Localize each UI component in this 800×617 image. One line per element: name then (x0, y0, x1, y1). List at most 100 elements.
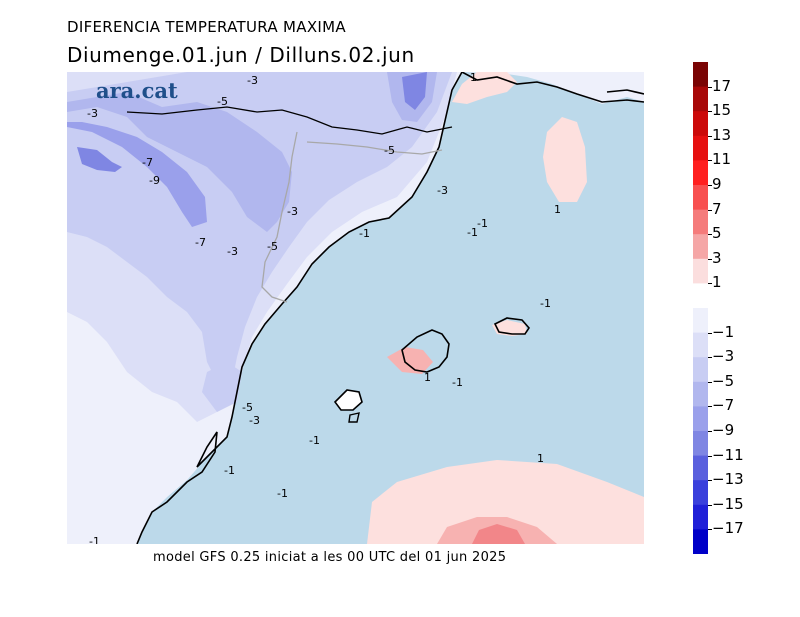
map-label: -1 (467, 226, 478, 239)
warm-area-corsica (543, 117, 587, 202)
temperature-map: -3 -5 -3 -7 -9 -7 -3 -5 -3 -5 -3 -1 -1 -… (67, 72, 644, 544)
colorbar-label: 15 (712, 101, 732, 120)
colorbar-segment (693, 308, 708, 334)
coastline-iberia (136, 72, 463, 544)
cold-band-3 (67, 72, 452, 382)
map-label: -3 (247, 74, 258, 87)
colorbar-segment (693, 455, 708, 481)
colorbar-tick (708, 258, 712, 260)
colorbar-segment (693, 381, 708, 407)
island-ibiza (333, 389, 363, 411)
colorbar-tick (708, 234, 712, 236)
colorbar-segment (693, 529, 708, 554)
colorbar-tick (708, 504, 712, 506)
coastline-france (461, 72, 644, 103)
island-menorca (493, 317, 531, 335)
colorbar-segment (693, 480, 708, 506)
colorbar-segment (693, 234, 708, 260)
colorbar-label: −17 (712, 519, 744, 538)
colorbar-tick (708, 209, 712, 211)
colorbar-segment (693, 357, 708, 383)
colorbar-tick (708, 406, 712, 408)
map-label: -1 (89, 535, 100, 544)
colorbar-label: 3 (712, 248, 722, 267)
warm-area-mallorca (387, 347, 433, 374)
colorbar-tick (708, 332, 712, 334)
island-corsica (606, 89, 644, 95)
map-label: -7 (195, 236, 206, 249)
colorbar-tick (708, 185, 712, 186)
colorbar-label: 9 (712, 175, 722, 193)
map-label: -3 (87, 107, 98, 120)
warm-area-south (367, 460, 644, 544)
chart-title: DIFERENCIA TEMPERATURA MAXIMA (67, 18, 346, 36)
map-label: -5 (384, 144, 395, 157)
map-label: -5 (267, 240, 278, 253)
colorbar (693, 62, 708, 554)
colorbar-tick (708, 455, 712, 457)
colorbar-segment (693, 504, 708, 530)
colorbar-label: −15 (712, 494, 744, 513)
colorbar-segment (693, 160, 708, 186)
colorbar-tick (708, 283, 712, 285)
colorbar-segment (693, 62, 708, 88)
map-label: -5 (242, 401, 253, 414)
map-label: 1 (537, 452, 544, 465)
cold-band-5 (67, 92, 292, 232)
map-label: 1 (554, 203, 561, 216)
island-mallorca (401, 329, 450, 373)
ara-cat-logo: ara.cat (96, 78, 178, 103)
map-label: -1 (477, 217, 488, 230)
colorbar-label: −7 (712, 396, 735, 415)
map-label: -1 (309, 434, 320, 447)
colorbar-label: −11 (712, 445, 744, 464)
colorbar-label: 13 (712, 125, 732, 144)
colorbar-label: −3 (712, 347, 735, 366)
colorbar-tick (708, 357, 712, 359)
colorbar-label: −9 (712, 421, 735, 439)
colorbar-segment (693, 135, 708, 161)
colorbar-segment (693, 431, 708, 457)
colorbar-tick (708, 135, 712, 137)
colorbar-label: −1 (712, 322, 735, 341)
warm-area-south-hot (472, 524, 525, 544)
cold-band-3-n (202, 362, 242, 412)
colorbar-tick (708, 381, 712, 383)
colorbar-tick (708, 529, 712, 531)
colorbar-segment (693, 258, 708, 284)
island-formentera (348, 412, 360, 423)
border-pyrenees (126, 106, 453, 135)
map-label: -1 (224, 464, 235, 477)
map-label: 1 (424, 371, 431, 384)
land-coastal-strip (67, 412, 222, 544)
map-label: 1 (470, 72, 477, 84)
cold-band-7-ne (402, 72, 427, 110)
chart-subtitle: Diumenge.01.jun / Dilluns.02.jun (67, 43, 415, 67)
colorbar-label: −5 (712, 371, 735, 390)
colorbar-segment (693, 86, 708, 112)
colorbar-tick (708, 431, 712, 432)
land-france (462, 72, 644, 104)
map-label: -5 (217, 95, 228, 108)
colorbar-segment (693, 283, 708, 309)
cold-band-9 (77, 147, 122, 172)
colorbar-segment (693, 406, 708, 432)
model-run-caption: model GFS 0.25 iniciat a les 00 UTC del … (153, 550, 507, 565)
map-label: -3 (227, 245, 238, 258)
colorbar-label: 7 (712, 199, 722, 218)
cold-band-7 (67, 122, 207, 227)
map-label: -3 (437, 184, 448, 197)
colorbar-label: 11 (712, 150, 732, 169)
colorbar-segment (693, 209, 708, 235)
map-label: -9 (149, 174, 160, 187)
colorbar-segment (693, 111, 708, 137)
colorbar-tick (708, 480, 712, 482)
map-label: -1 (452, 376, 463, 389)
colorbar-segment (693, 185, 708, 211)
colorbar-segment (693, 332, 708, 358)
map-label: -1 (540, 297, 551, 310)
map-canvas: -3 -5 -3 -7 -9 -7 -3 -5 -3 -5 -3 -1 -1 -… (67, 72, 644, 544)
colorbar-label: 5 (712, 224, 722, 243)
map-label: -3 (249, 414, 260, 427)
border-catalonia (261, 131, 298, 303)
